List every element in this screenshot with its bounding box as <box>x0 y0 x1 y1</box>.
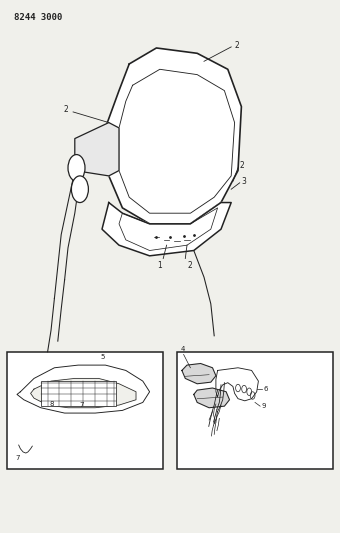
Polygon shape <box>194 388 230 408</box>
Text: 5: 5 <box>100 354 105 360</box>
Text: 2: 2 <box>187 261 192 270</box>
Text: 8244 3000: 8244 3000 <box>14 13 62 22</box>
Polygon shape <box>102 203 231 256</box>
Circle shape <box>71 176 88 203</box>
Text: 2: 2 <box>235 41 239 50</box>
Polygon shape <box>105 48 241 224</box>
Bar <box>41 381 116 406</box>
Text: 9: 9 <box>262 403 266 409</box>
Bar <box>177 352 333 469</box>
Text: 3: 3 <box>241 177 246 185</box>
Polygon shape <box>216 368 258 401</box>
Polygon shape <box>182 364 216 384</box>
Text: 7: 7 <box>15 455 20 461</box>
Polygon shape <box>31 378 136 408</box>
Text: 2: 2 <box>240 161 244 169</box>
Text: 6: 6 <box>264 386 268 392</box>
Text: 4: 4 <box>180 346 185 352</box>
Text: 8: 8 <box>49 401 54 407</box>
Circle shape <box>68 155 85 181</box>
Text: 1: 1 <box>157 261 162 270</box>
Bar <box>7 352 163 469</box>
Polygon shape <box>75 123 119 176</box>
Text: 7: 7 <box>80 402 84 408</box>
Polygon shape <box>17 365 150 413</box>
Text: 2: 2 <box>63 105 68 114</box>
